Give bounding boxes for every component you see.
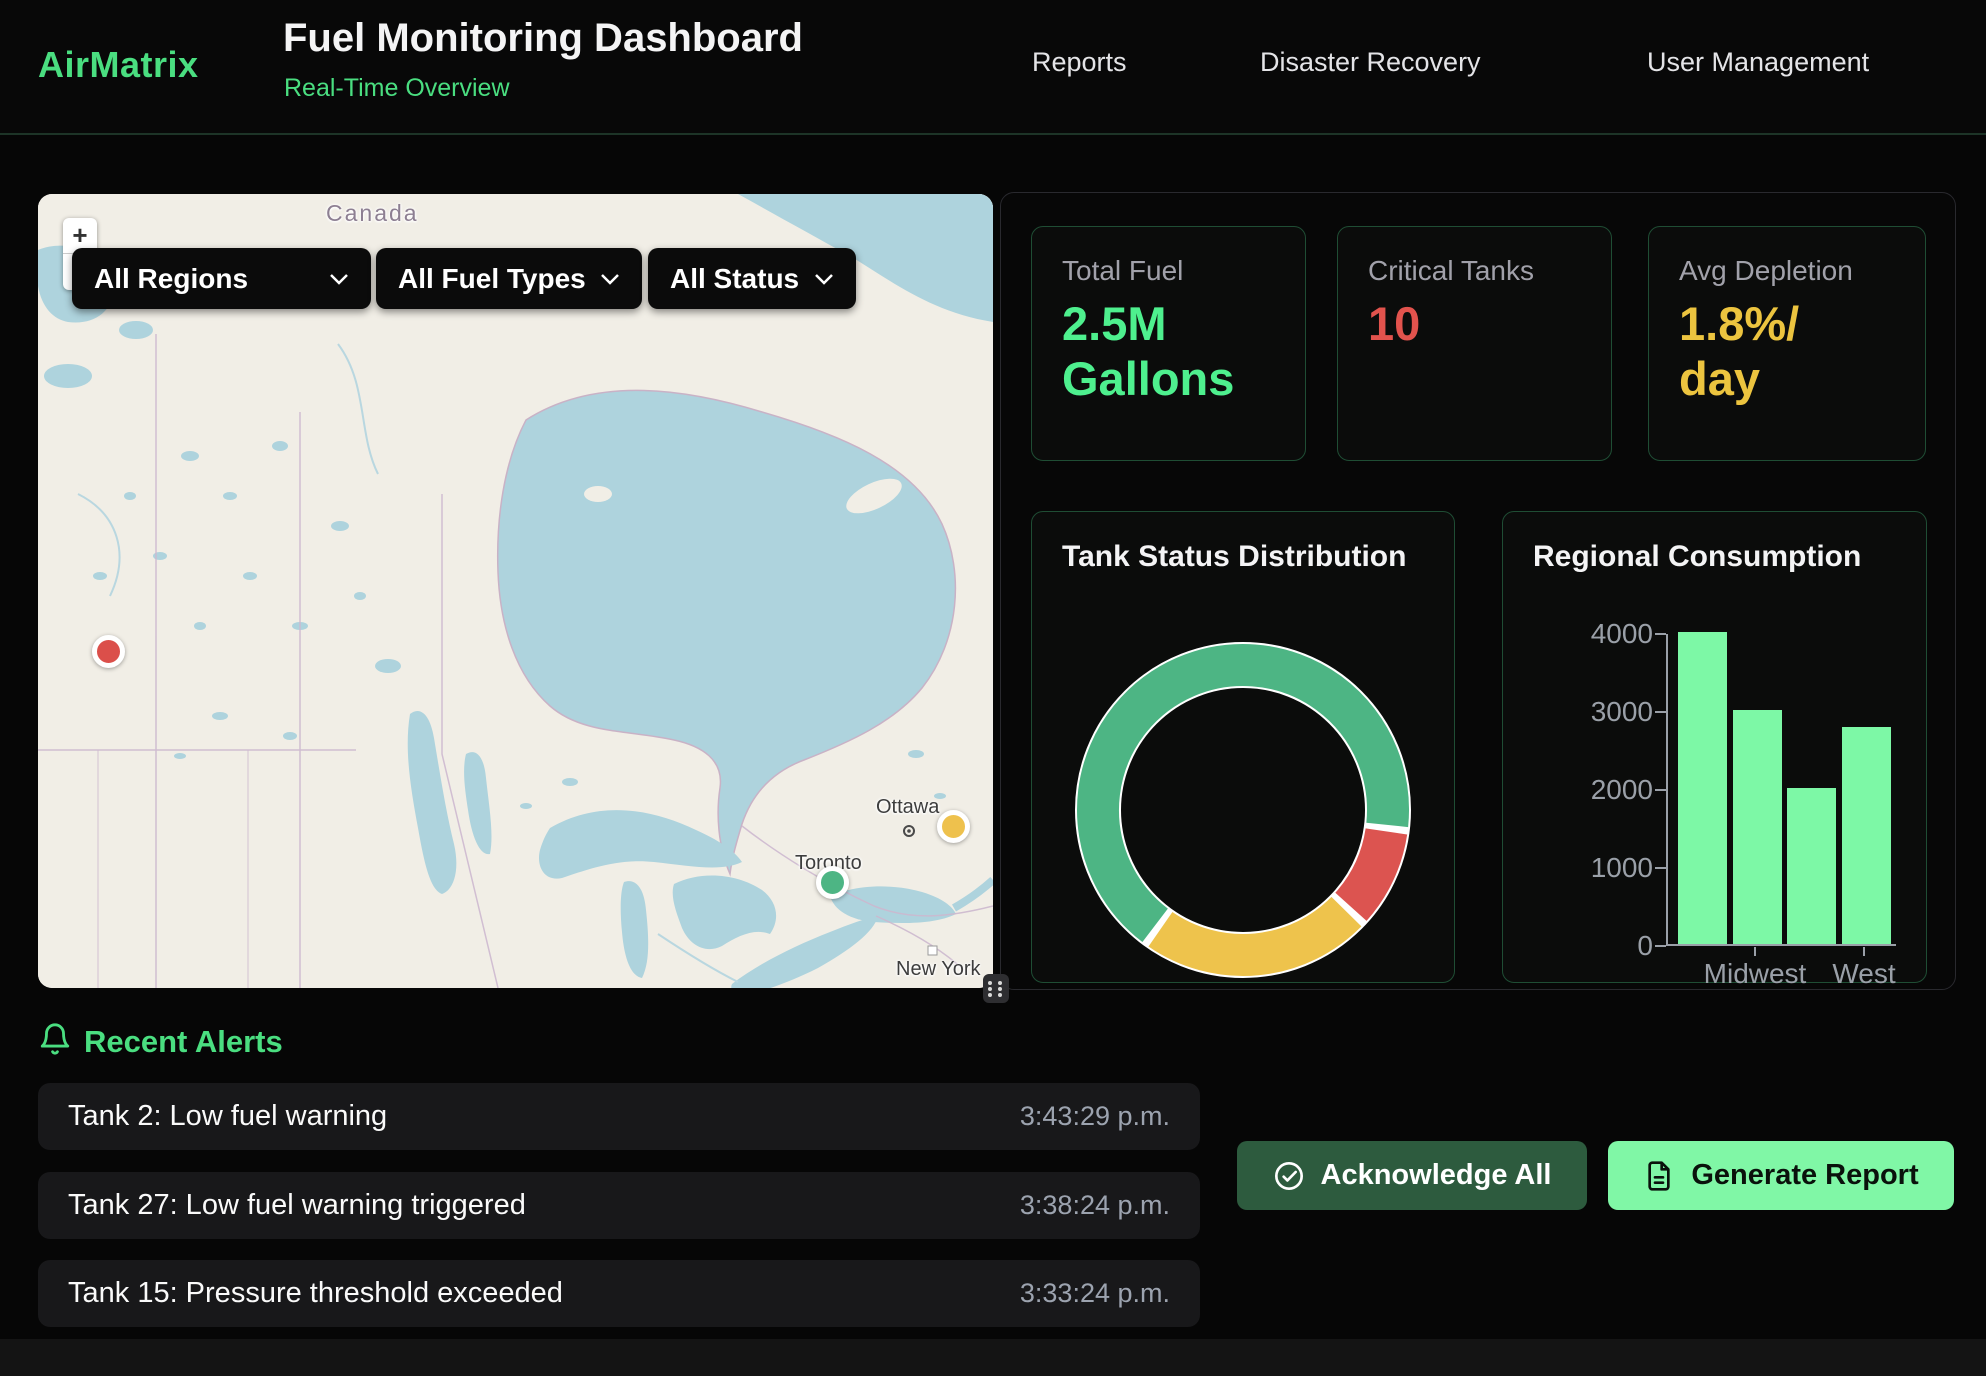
stat-label: Avg Depletion (1679, 255, 1895, 287)
acknowledge-all-label: Acknowledge All (1321, 1159, 1552, 1192)
alert-message: Tank 2: Low fuel warning (68, 1100, 387, 1133)
footer-strip (0, 1339, 1986, 1376)
regional-consumption-bar-chart (1666, 634, 1896, 946)
map-label-new-york: New York (896, 958, 981, 981)
stat-label: Critical Tanks (1368, 255, 1581, 287)
dashboard: AirMatrix Fuel Monitoring Dashboard Real… (0, 0, 1986, 1376)
bar-Midwest (1733, 710, 1782, 944)
bell-icon (38, 1022, 72, 1056)
header-bar: AirMatrix Fuel Monitoring Dashboard Real… (0, 0, 1986, 135)
check-circle-icon (1273, 1160, 1305, 1192)
map-resize-handle[interactable] (983, 974, 1009, 1003)
filter-regions-label: All Regions (94, 263, 248, 295)
y-tick-label: 3000 (1543, 696, 1653, 728)
alert-row[interactable]: Tank 27: Low fuel warning triggered 3:38… (38, 1172, 1200, 1239)
brand-logo[interactable]: AirMatrix (38, 44, 199, 86)
y-tick-label: 2000 (1543, 774, 1653, 806)
x-tick-mark (1754, 947, 1756, 956)
y-tick-mark (1655, 867, 1666, 869)
stat-label: Total Fuel (1062, 255, 1275, 287)
chevron-down-icon (329, 273, 349, 285)
chevron-down-icon (600, 273, 620, 285)
generate-report-button[interactable]: Generate Report (1608, 1141, 1954, 1210)
map-label-ottawa: Ottawa (876, 796, 939, 819)
y-tick-label: 0 (1543, 930, 1653, 962)
alert-timestamp: 3:43:29 p.m. (1020, 1101, 1170, 1132)
document-icon (1643, 1160, 1675, 1192)
generate-report-label: Generate Report (1691, 1159, 1918, 1192)
map-canvas[interactable]: Canada Ottawa Toronto New York + − All R… (38, 194, 993, 988)
y-tick-label: 4000 (1543, 618, 1653, 650)
alert-message: Tank 15: Pressure threshold exceeded (68, 1277, 563, 1310)
alert-row[interactable]: Tank 15: Pressure threshold exceeded 3:3… (38, 1260, 1200, 1327)
filter-fuel-types-label: All Fuel Types (398, 263, 586, 295)
stat-card-critical-tanks: Critical Tanks 10 (1337, 226, 1612, 461)
y-tick-mark (1655, 945, 1666, 947)
x-tick-label-midwest: Midwest (1704, 958, 1807, 990)
page-title: Fuel Monitoring Dashboard (283, 16, 803, 61)
nav-reports[interactable]: Reports (1032, 47, 1127, 78)
overview-container: Total Fuel 2.5MGallons Critical Tanks 10… (1000, 192, 1956, 990)
map-marker-critical[interactable] (92, 635, 125, 668)
x-tick-mark (1863, 947, 1865, 956)
tank-status-panel: Tank Status Distribution (1031, 511, 1455, 983)
bar-region-3 (1787, 788, 1836, 944)
y-tick-label: 1000 (1543, 852, 1653, 884)
donut-segment-red (1351, 831, 1386, 906)
regional-consumption-panel: Regional Consumption 01000200030004000 M… (1502, 511, 1927, 983)
alert-message: Tank 27: Low fuel warning triggered (68, 1189, 526, 1222)
x-tick-label-west: West (1832, 958, 1895, 990)
alert-timestamp: 3:33:24 p.m. (1020, 1278, 1170, 1309)
bar-region-1 (1678, 632, 1727, 944)
bar-chart-title: Regional Consumption (1533, 540, 1861, 574)
map-marker-normal[interactable] (816, 866, 849, 899)
stat-value: 2.5MGallons (1062, 297, 1275, 407)
stat-card-total-fuel: Total Fuel 2.5MGallons (1031, 226, 1306, 461)
donut-chart-title: Tank Status Distribution (1062, 540, 1406, 574)
stat-card-avg-depletion: Avg Depletion 1.8%/day (1648, 226, 1926, 461)
y-tick-mark (1655, 633, 1666, 635)
filter-regions-select[interactable]: All Regions (72, 248, 371, 309)
filter-fuel-types-select[interactable]: All Fuel Types (376, 248, 642, 309)
y-tick-mark (1655, 711, 1666, 713)
nav-user-management[interactable]: User Management (1647, 47, 1869, 78)
filter-status-select[interactable]: All Status (648, 248, 856, 309)
bar-West (1842, 727, 1891, 944)
stat-value: 1.8%/day (1679, 297, 1895, 407)
alert-timestamp: 3:38:24 p.m. (1020, 1190, 1170, 1221)
tank-status-donut-chart (1075, 642, 1411, 978)
map-label-canada: Canada (326, 200, 419, 227)
map-marker-warning[interactable] (937, 810, 970, 843)
y-tick-mark (1655, 789, 1666, 791)
acknowledge-all-button[interactable]: Acknowledge All (1237, 1141, 1587, 1210)
stat-value: 10 (1368, 297, 1581, 352)
filter-status-label: All Status (670, 263, 799, 295)
alert-row[interactable]: Tank 2: Low fuel warning 3:43:29 p.m. (38, 1083, 1200, 1150)
alerts-heading: Recent Alerts (84, 1024, 283, 1060)
chevron-down-icon (814, 273, 834, 285)
nav-disaster-recovery[interactable]: Disaster Recovery (1260, 47, 1481, 78)
page-subtitle: Real-Time Overview (284, 74, 510, 103)
